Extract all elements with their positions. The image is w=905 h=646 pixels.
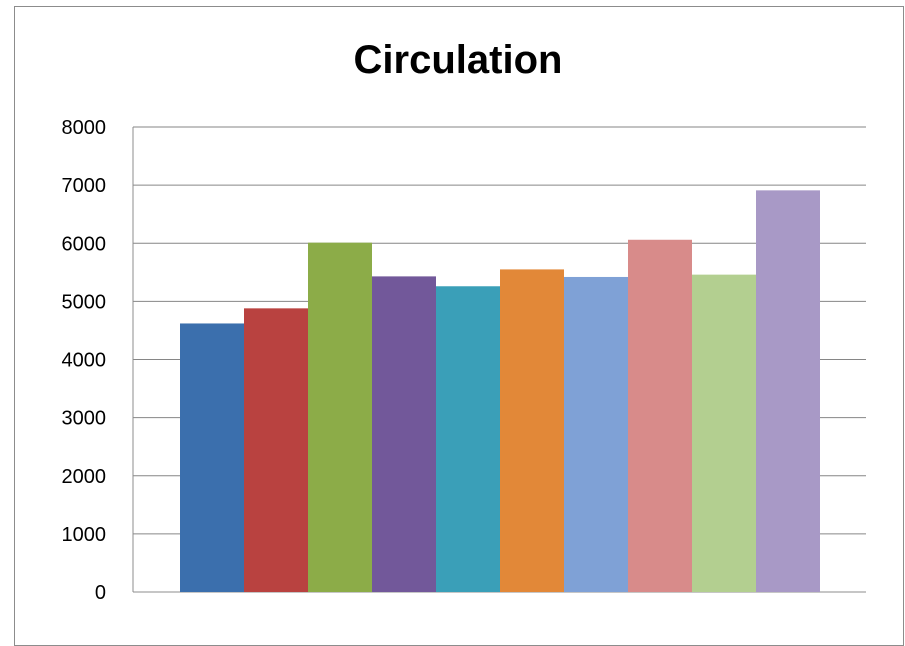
bar-1 (180, 323, 244, 592)
bar-4 (372, 276, 436, 592)
y-tick-label-4000: 4000 (62, 350, 107, 372)
y-tick-label-6000: 6000 (62, 233, 107, 255)
y-tick-label-5000: 5000 (62, 291, 107, 313)
bar-2 (244, 308, 308, 592)
chart-title: Circulation (353, 38, 563, 82)
y-tick-label-3000: 3000 (62, 408, 107, 430)
y-tick-label-0: 0 (95, 582, 106, 604)
bar-10 (756, 190, 820, 592)
bar-5 (436, 286, 500, 592)
bar-9 (692, 274, 756, 592)
bar-7 (564, 276, 628, 592)
bar-3 (308, 242, 372, 592)
chart-plot-area: 0 1000 2000 3000 4000 5000 6000 7000 8000 (62, 117, 866, 604)
bar-8 (628, 239, 692, 592)
y-tick-label-8000: 8000 (62, 117, 107, 139)
y-tick-label-7000: 7000 (62, 175, 107, 197)
y-tick-label-2000: 2000 (62, 466, 107, 488)
y-tick-label-1000: 1000 (62, 524, 107, 546)
bar-6 (500, 269, 564, 592)
